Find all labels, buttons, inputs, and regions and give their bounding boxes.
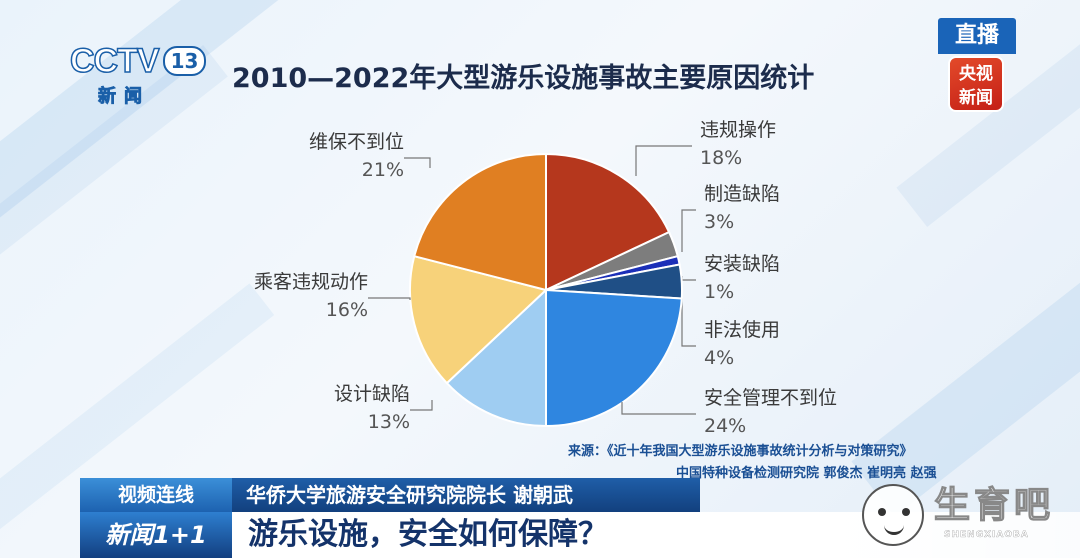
watermark: 生育吧 SHENGXIAOBA: [862, 478, 1072, 552]
slice-label: 制造缺陷 3%: [704, 180, 780, 236]
slice-label-percent: 3%: [704, 211, 735, 233]
leader-line: [681, 209, 696, 252]
slice-label-name: 维保不到位: [308, 131, 404, 153]
pie-slice: [409, 254, 549, 385]
pie-slice: [413, 152, 547, 292]
slice-label-percent: 16%: [325, 299, 368, 321]
slice-label-percent: 1%: [704, 281, 735, 303]
slice-label-percent: 4%: [704, 347, 735, 369]
slice-label-name: 设计缺陷: [333, 383, 410, 405]
show-name: 新闻1+1: [80, 512, 232, 558]
leader-line: [621, 402, 696, 415]
slice-label-name: 安装缺陷: [704, 253, 781, 275]
cctv-logo: CCTV 13 新闻: [69, 42, 210, 108]
chart-title: 2010—2022年大型游乐设施事故主要原因统计: [232, 63, 815, 94]
slice-label-name: 制造缺陷: [704, 183, 781, 205]
pie-slice: [545, 288, 683, 428]
logo-channel: 13: [162, 46, 207, 76]
slice-label-percent: 13%: [367, 411, 410, 433]
slice-label-name: 违规操作: [700, 119, 777, 141]
leader-line: [681, 298, 696, 347]
slice-label-name: 安全管理不到位: [704, 387, 838, 409]
slice-label: 乘客违规动作 16%: [198, 268, 368, 324]
slice-label-percent: 21%: [361, 159, 404, 181]
slice-label-name: 乘客违规动作: [253, 271, 368, 293]
leader-line: [410, 400, 433, 411]
source-line-2: 中国特种设备检测研究院 郭俊杰 崔明亮 赵强: [676, 466, 937, 481]
slice-label-percent: 24%: [704, 415, 747, 437]
slice-label: 违规操作 18%: [700, 116, 776, 172]
watermark-text: 生育吧: [933, 484, 1055, 526]
slice-label-name: 非法使用: [704, 319, 781, 341]
lower-third-bottom: 新闻1+1 游乐设施，安全如何保障？: [80, 512, 1080, 558]
pie-slice: [545, 152, 671, 292]
watermark-sub: SHENGXIAOBA: [944, 530, 1029, 540]
slice-label-percent: 18%: [700, 147, 743, 169]
live-badge-bottom: 央视 新闻: [948, 56, 1004, 112]
logo-brand: CCTV: [69, 42, 160, 80]
slice-label: 非法使用 4%: [704, 316, 780, 372]
leader-line: [368, 297, 411, 300]
watermark-logo-icon: [862, 484, 924, 546]
pie-slice: [445, 287, 547, 428]
slice-label: 安装缺陷 1%: [704, 250, 780, 306]
slice-label: 维保不到位 21%: [234, 128, 404, 184]
slice-label: 安全管理不到位 24%: [704, 384, 837, 440]
leader-line: [404, 157, 431, 168]
live-badge: 直播 央视 新闻: [938, 18, 1016, 112]
slice-label: 设计缺陷 13%: [240, 380, 410, 436]
headline: 游乐设施，安全如何保障？: [232, 512, 1080, 558]
source-line-1: 来源：《近十年我国大型游乐设施事故统计分析与对策研究》: [568, 444, 913, 459]
leader-line: [635, 145, 692, 176]
lower-third-top: 视频连线 华侨大学旅游安全研究院院长 谢朝武: [80, 478, 700, 512]
segment-tag: 视频连线: [80, 478, 232, 512]
logo-sub: 新闻: [98, 86, 150, 108]
speaker-caption: 华侨大学旅游安全研究院院长 谢朝武: [232, 478, 700, 512]
live-badge-top: 直播: [938, 18, 1016, 54]
leader-line: [681, 276, 696, 281]
